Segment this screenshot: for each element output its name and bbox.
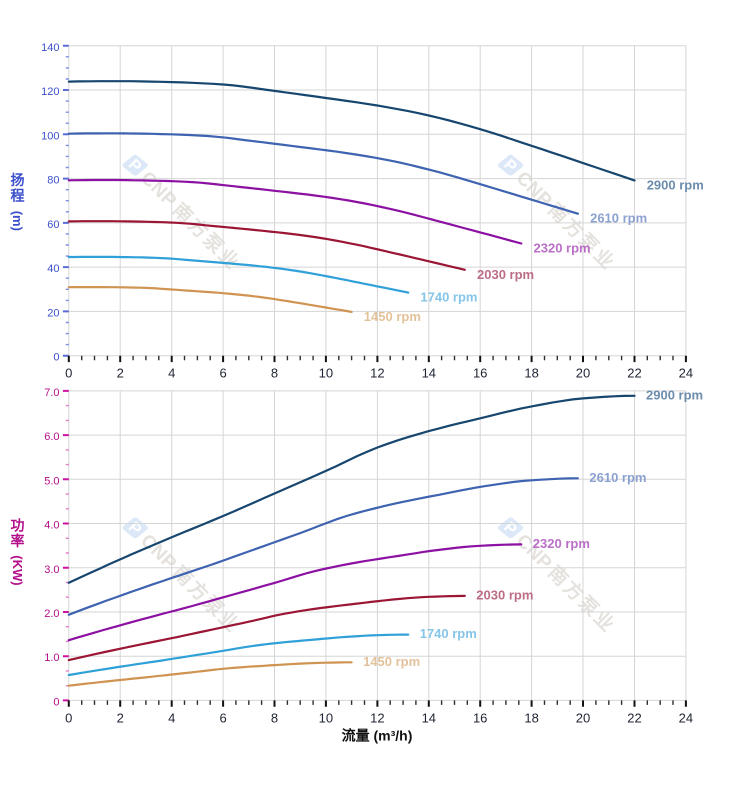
svg-text:流量 (m³/h): 流量 (m³/h) (342, 728, 413, 744)
svg-text:4: 4 (168, 366, 175, 381)
svg-text:2030 rpm: 2030 rpm (476, 588, 533, 603)
svg-text:0: 0 (53, 352, 59, 364)
svg-text:1740 rpm: 1740 rpm (420, 290, 477, 305)
svg-text:100: 100 (41, 130, 59, 142)
svg-text:6: 6 (219, 366, 226, 381)
svg-text:24: 24 (679, 366, 693, 381)
svg-text:程: 程 (11, 188, 25, 204)
svg-text:4: 4 (168, 710, 175, 725)
svg-text:2900 rpm: 2900 rpm (646, 387, 703, 402)
svg-text:22: 22 (627, 366, 641, 381)
svg-text:7.0: 7.0 (44, 387, 59, 399)
svg-text:6.0: 6.0 (44, 431, 59, 443)
svg-text:1450 rpm: 1450 rpm (364, 309, 421, 324)
svg-text:24: 24 (679, 710, 693, 725)
svg-text:1740 rpm: 1740 rpm (420, 626, 477, 641)
svg-text:0: 0 (65, 366, 72, 381)
svg-text:18: 18 (524, 710, 538, 725)
svg-text:8: 8 (271, 710, 278, 725)
svg-text:10: 10 (319, 366, 333, 381)
svg-text:(KW): (KW) (10, 555, 25, 585)
svg-text:40: 40 (47, 263, 59, 275)
svg-text:2: 2 (117, 366, 124, 381)
svg-text:120: 120 (41, 86, 59, 98)
svg-text:20: 20 (576, 710, 590, 725)
svg-text:10: 10 (319, 710, 333, 725)
svg-text:扬: 扬 (11, 172, 25, 188)
svg-text:2610 rpm: 2610 rpm (590, 211, 647, 226)
svg-text:14: 14 (422, 710, 436, 725)
svg-text:2: 2 (117, 710, 124, 725)
svg-text:2900 rpm: 2900 rpm (647, 177, 704, 192)
svg-text:20: 20 (47, 307, 59, 319)
svg-text:14: 14 (422, 366, 436, 381)
svg-text:60: 60 (47, 219, 59, 231)
svg-text:80: 80 (47, 175, 59, 187)
svg-text:12: 12 (370, 710, 384, 725)
svg-text:8: 8 (271, 366, 278, 381)
svg-text:6: 6 (219, 710, 226, 725)
svg-text:(m): (m) (10, 211, 25, 231)
svg-text:0: 0 (65, 710, 72, 725)
svg-text:4.0: 4.0 (44, 520, 59, 532)
svg-text:2030 rpm: 2030 rpm (477, 267, 534, 282)
svg-text:1.0: 1.0 (44, 652, 59, 664)
svg-text:20: 20 (576, 366, 590, 381)
svg-text:功: 功 (11, 518, 25, 534)
svg-text:0: 0 (53, 696, 59, 708)
svg-text:16: 16 (473, 366, 487, 381)
svg-text:2610 rpm: 2610 rpm (589, 470, 646, 485)
svg-text:率: 率 (11, 533, 25, 549)
svg-text:140: 140 (41, 42, 59, 54)
svg-text:2320 rpm: 2320 rpm (534, 241, 591, 256)
svg-text:3.0: 3.0 (44, 564, 59, 576)
svg-text:2.0: 2.0 (44, 608, 59, 620)
svg-text:18: 18 (524, 366, 538, 381)
svg-text:2320 rpm: 2320 rpm (533, 536, 590, 551)
svg-text:5.0: 5.0 (44, 475, 59, 487)
svg-text:1450 rpm: 1450 rpm (363, 654, 420, 669)
svg-text:22: 22 (627, 710, 641, 725)
svg-text:12: 12 (370, 366, 384, 381)
svg-text:16: 16 (473, 710, 487, 725)
